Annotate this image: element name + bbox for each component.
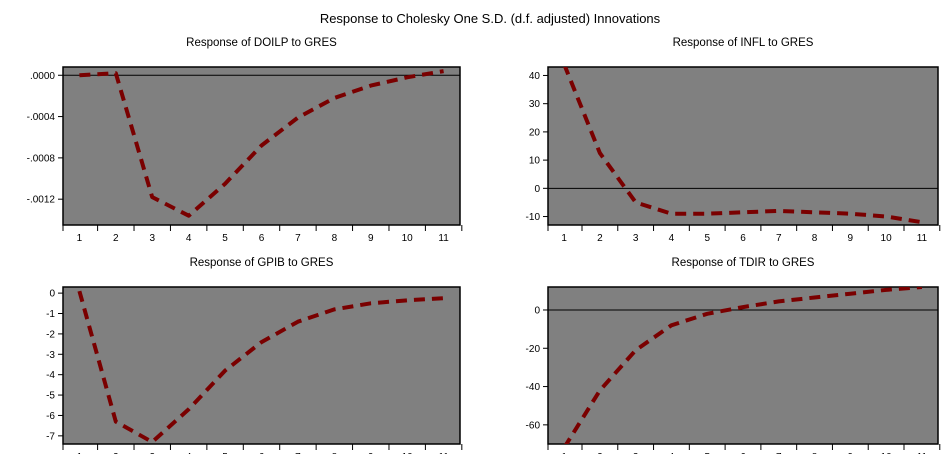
- y-tick-label-gpib: -3: [46, 350, 55, 361]
- panel-title-doilp: Response of DOILP to GRES: [186, 37, 337, 49]
- x-tick-label-infl: 7: [776, 233, 782, 244]
- figure-title: Response to Cholesky One S.D. (d.f. adju…: [320, 11, 661, 26]
- x-tick-label-infl: 11: [917, 233, 928, 244]
- panel-title-infl: Response of INFL to GRES: [673, 37, 814, 49]
- x-tick-label-doilp: 7: [295, 233, 301, 244]
- x-tick-label-tdir: 8: [812, 452, 818, 454]
- x-tick-label-infl: 8: [812, 233, 818, 244]
- panel-title-tdir: Response of TDIR to GRES: [672, 257, 815, 269]
- x-tick-label-doilp: 5: [222, 233, 228, 244]
- y-tick-label-gpib: -6: [46, 411, 55, 422]
- x-tick-label-gpib: 3: [149, 452, 155, 454]
- panel-gpib: Response of GPIB to GRES 0 -1 -2 -3 -4 -5 -6 -7 1…: [46, 257, 463, 454]
- x-tick-label-infl: 9: [848, 233, 854, 244]
- x-tick-label-gpib: 9: [368, 452, 374, 454]
- x-tick-label-gpib: 10: [402, 452, 414, 454]
- x-tick-label-tdir: 2: [597, 452, 603, 454]
- y-tick-label-gpib: 0: [49, 289, 55, 300]
- x-tick-label-tdir: 1: [561, 452, 567, 454]
- x-tick-label-gpib: 4: [186, 452, 192, 454]
- y-tick-label-infl: 30: [529, 99, 541, 110]
- x-tick-label-doilp: 8: [332, 233, 338, 244]
- x-tick-label-infl: 2: [597, 233, 603, 244]
- x-tick-label-gpib: 2: [113, 452, 119, 454]
- y-tick-label-infl: 0: [534, 184, 540, 195]
- panel-title-gpib: Response of GPIB to GRES: [190, 257, 334, 269]
- x-tick-label-tdir: 4: [669, 452, 675, 454]
- x-tick-label-infl: 10: [881, 233, 893, 244]
- x-tick-label-infl: 4: [669, 233, 675, 244]
- x-tick-label-gpib: 6: [259, 452, 265, 454]
- y-tick-label-doilp: -.0004: [27, 112, 56, 123]
- x-tick-label-infl: 1: [561, 233, 567, 244]
- y-tick-label-infl: 10: [529, 156, 541, 167]
- x-tick-label-gpib: 11: [438, 452, 449, 454]
- x-tick-label-infl: 5: [704, 233, 710, 244]
- response-line-doilp: [79, 69, 444, 218]
- y-tick-label-infl: 40: [529, 71, 541, 82]
- y-tick-label-gpib: -7: [46, 431, 55, 442]
- y-tick-label-infl: -10: [526, 212, 541, 223]
- x-tick-label-infl: 3: [633, 233, 639, 244]
- response-line-tdir: [564, 287, 923, 444]
- x-tick-label-gpib: 7: [295, 452, 301, 454]
- x-tick-label-gpib: 8: [332, 452, 338, 454]
- x-tick-label-tdir: 7: [776, 452, 782, 454]
- plot-area-tdir: [547, 286, 939, 445]
- x-tick-label-tdir: 11: [917, 452, 928, 454]
- x-tick-label-gpib: 5: [222, 452, 228, 454]
- x-tick-label-tdir: 5: [704, 452, 710, 454]
- plot-area-infl: [547, 66, 939, 226]
- x-tick-label-tdir: 10: [881, 452, 893, 454]
- panel-infl: Response of INFL to GRES 40 30 20 10 0 -10 1 2 3 4…: [526, 37, 941, 244]
- y-tick-label-gpib: -4: [46, 370, 55, 381]
- x-tick-label-tdir: 6: [740, 452, 746, 454]
- y-tick-label-doilp: -.0012: [27, 195, 56, 206]
- panel-doilp: Response of DOILP to GRES .0000 -.0004 -.00…: [27, 37, 463, 244]
- x-tick-label-doilp: 3: [149, 233, 155, 244]
- panel-tdir: Response of TDIR to GRES 0 -20 -40 -60 1 2 3 4 5 6…: [526, 257, 941, 454]
- x-tick-label-doilp: 4: [186, 233, 192, 244]
- response-line-gpib: [77, 290, 444, 444]
- x-tick-label-doilp: 10: [402, 233, 414, 244]
- plot-area-gpib: [62, 286, 461, 445]
- x-tick-label-tdir: 3: [633, 452, 639, 454]
- x-tick-label-tdir: 9: [848, 452, 854, 454]
- y-tick-label-tdir: -40: [526, 382, 541, 393]
- x-tick-label-doilp: 9: [368, 233, 374, 244]
- y-tick-label-infl: 20: [529, 127, 541, 138]
- y-tick-label-tdir: 0: [534, 305, 540, 316]
- x-tick-label-doilp: 2: [113, 233, 119, 244]
- y-tick-label-gpib: -1: [46, 309, 55, 320]
- y-tick-label-tdir: -60: [526, 420, 541, 431]
- x-tick-label-infl: 6: [740, 233, 746, 244]
- x-tick-label-doilp: 6: [259, 233, 265, 244]
- x-tick-label-gpib: 1: [77, 452, 83, 454]
- y-tick-label-doilp: .0000: [30, 71, 55, 82]
- response-line-infl: [563, 67, 923, 225]
- y-tick-label-doilp: -.0008: [27, 153, 56, 164]
- y-tick-label-tdir: -20: [526, 344, 541, 355]
- x-tick-label-doilp: 1: [77, 233, 83, 244]
- y-tick-label-gpib: -5: [46, 391, 55, 402]
- y-tick-label-gpib: -2: [46, 329, 55, 340]
- x-tick-label-doilp: 11: [438, 233, 449, 244]
